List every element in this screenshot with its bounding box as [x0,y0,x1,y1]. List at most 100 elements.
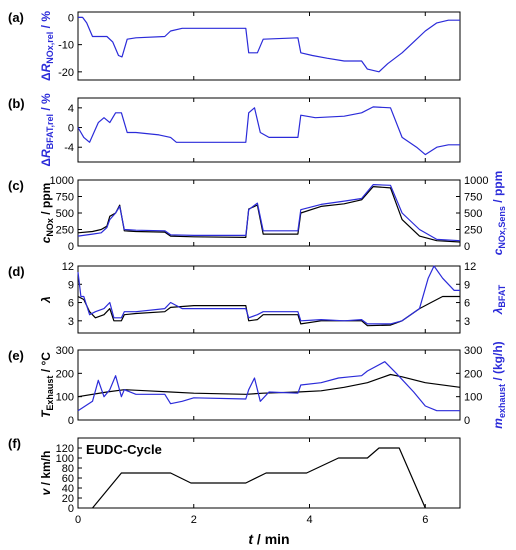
y-axis-label-right-unit: / ppm [491,171,505,206]
y-tick-label: 12 [62,261,74,273]
y-axis-label-unit: / % [39,11,53,32]
y-axis-label-right: λBFAT [491,284,507,315]
y-tick-label: 20 [62,493,74,505]
y-axis-label-var: v [39,487,53,495]
y-tick-label: 100 [56,392,74,404]
y-tick-label: 9 [68,279,74,291]
x-tick-label: 6 [422,514,428,526]
y-axis-label-right-sub: BFAT [497,284,507,307]
y-tick-label: 500 [56,208,74,220]
panel-label: (d) [8,264,25,279]
y-axis-label-prefix: Δ [39,158,53,167]
y-axis-label-sub: BFAT,rel [45,114,55,149]
x-axis-label: t / min [248,531,289,547]
y-axis-label: ΔRNOx,rel / % [39,11,55,81]
y-tick-label: 120 [56,443,74,455]
panel-label: (c) [8,178,24,193]
y-tick-label: 4 [68,103,74,115]
y-right-tick-label: 100 [464,392,482,404]
chart-annotation: EUDC-Cycle [86,442,162,457]
x-axis: t / min [248,531,289,547]
panel-label: (e) [8,348,24,363]
y-tick-label: -20 [58,67,74,79]
y-axis-label-var: R [39,63,53,72]
y-tick-label: 80 [62,463,74,475]
panel-2: (b) 4 0 -4 ΔRBFAT,rel / % [8,93,461,167]
y-axis-label: TExhaust / °C [39,352,55,418]
y-tick-label: 0 [68,12,74,24]
y-tick-label: 0 [68,503,74,515]
y-axis-label-right-var: λ [491,308,505,316]
y-axis-label-right-var: m [491,418,505,429]
y-tick-label: 100 [56,453,74,465]
y-tick-label: 0 [68,123,74,135]
series-line-2 [77,265,460,325]
x-axis-unit: / min [253,531,290,547]
series-line-1 [78,16,460,73]
panel-label: (a) [8,10,24,25]
series-line-1 [92,447,426,509]
y-axis-label: cNOx / ppm [39,183,55,244]
y-right-tick-label: 0 [464,415,470,427]
y-tick-label: 200 [56,368,74,380]
x-tick-label: 0 [75,514,81,526]
y-right-tick-label: 6 [464,298,470,310]
series-line-1 [77,373,461,398]
y-axis-label-right-var: c [491,248,505,255]
y-right-tick-label: 250 [464,225,482,237]
y-tick-label: 40 [62,483,74,495]
y-right-tick-label: 0 [464,241,470,253]
y-tick-label: 300 [56,345,74,357]
y-axis-label-right: cNOx,Sens / ppm [491,171,507,256]
y-tick-label: 750 [56,192,74,204]
y-axis-label-unit: / km/h [39,451,53,489]
y-right-tick-label: 200 [464,368,482,380]
y-right-tick-label: 9 [464,279,470,291]
y-tick-label: 1000 [50,175,74,187]
series-line-1 [77,106,460,156]
y-tick-label: 250 [56,225,74,237]
y-axis-label-prefix: Δ [39,72,53,81]
y-tick-label: 6 [68,298,74,310]
x-axis-var: t [248,531,254,547]
y-axis-label: λ [39,296,53,304]
y-tick-label: 0 [68,415,74,427]
y-axis-label-unit: / ppm [39,183,53,218]
x-tick-label: 4 [306,514,312,526]
panel-label: (f) [8,436,21,451]
y-axis-label: v / km/h [39,451,53,496]
y-right-tick-label: 750 [464,192,482,204]
series-line-2 [77,361,460,412]
y-axis-label-unit: / °C [39,352,53,376]
y-axis-label-sub: NOx,rel [45,32,55,64]
panel-frame [77,97,461,163]
y-right-tick-label: 1000 [464,175,488,187]
y-tick-label: 60 [62,473,74,485]
y-axis-label: ΔRBFAT,rel / % [39,93,55,167]
y-axis-label-unit: / % [39,93,53,114]
panel-frame [77,11,461,81]
y-right-tick-label: 300 [464,345,482,357]
y-axis-label-var: λ [39,296,53,304]
y-right-tick-label: 500 [464,208,482,220]
y-tick-label: 0 [68,241,74,253]
panel-frame [77,349,461,421]
y-axis-label-sub: NOx [45,218,55,237]
y-right-tick-label: 3 [464,316,470,328]
y-tick-label: -10 [58,40,74,52]
panel-label: (b) [8,96,25,111]
y-axis-label-sub: Exhaust [45,376,55,411]
series-line-2 [77,184,461,242]
panel-frame [77,437,461,509]
y-axis-label-right-sub: NOx,Sens [497,206,507,249]
y-tick-label: -4 [64,142,74,154]
x-tick-label: 2 [191,514,197,526]
y-axis-label-right: mexhaust / (kg/h) [491,341,507,428]
